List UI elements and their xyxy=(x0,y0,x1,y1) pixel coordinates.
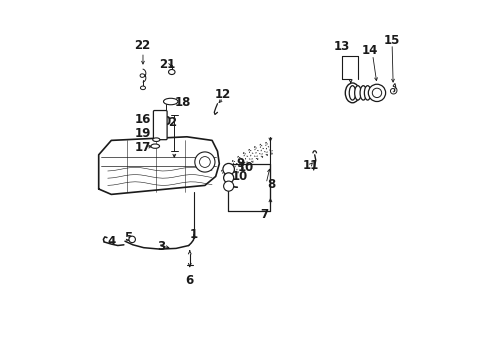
Text: 2: 2 xyxy=(168,116,176,129)
Text: 6: 6 xyxy=(185,274,194,287)
Circle shape xyxy=(371,88,381,98)
Circle shape xyxy=(223,173,233,183)
Polygon shape xyxy=(99,137,219,194)
Text: 18: 18 xyxy=(175,96,191,109)
Ellipse shape xyxy=(359,86,366,100)
Circle shape xyxy=(199,157,210,167)
Text: 19: 19 xyxy=(135,127,151,140)
Text: 21: 21 xyxy=(159,58,175,71)
Text: 20: 20 xyxy=(155,115,171,128)
Ellipse shape xyxy=(152,138,160,141)
Circle shape xyxy=(129,236,135,243)
Text: 3: 3 xyxy=(157,240,165,253)
Circle shape xyxy=(367,84,385,102)
Text: 4: 4 xyxy=(107,235,115,248)
Text: 9: 9 xyxy=(236,157,244,170)
Circle shape xyxy=(223,181,233,191)
FancyBboxPatch shape xyxy=(153,111,167,140)
Ellipse shape xyxy=(151,144,159,148)
Text: 22: 22 xyxy=(134,39,150,51)
Text: 11: 11 xyxy=(303,159,319,172)
Text: 17: 17 xyxy=(135,141,151,154)
Text: 15: 15 xyxy=(383,34,399,47)
Text: 13: 13 xyxy=(333,40,349,53)
Ellipse shape xyxy=(168,69,175,75)
Text: 16: 16 xyxy=(135,113,151,126)
Text: 14: 14 xyxy=(361,44,377,57)
Text: 12: 12 xyxy=(214,88,230,101)
Ellipse shape xyxy=(348,86,355,100)
Ellipse shape xyxy=(354,86,361,100)
Ellipse shape xyxy=(364,86,370,100)
Ellipse shape xyxy=(163,98,178,105)
Ellipse shape xyxy=(140,86,145,90)
Circle shape xyxy=(194,152,215,172)
Ellipse shape xyxy=(345,83,359,103)
Text: 10: 10 xyxy=(237,161,254,174)
Text: 1: 1 xyxy=(190,228,198,240)
Text: 5: 5 xyxy=(124,231,132,244)
Text: 10: 10 xyxy=(231,170,247,183)
Text: 8: 8 xyxy=(267,178,275,191)
Circle shape xyxy=(223,163,234,175)
Text: 7: 7 xyxy=(260,208,268,221)
